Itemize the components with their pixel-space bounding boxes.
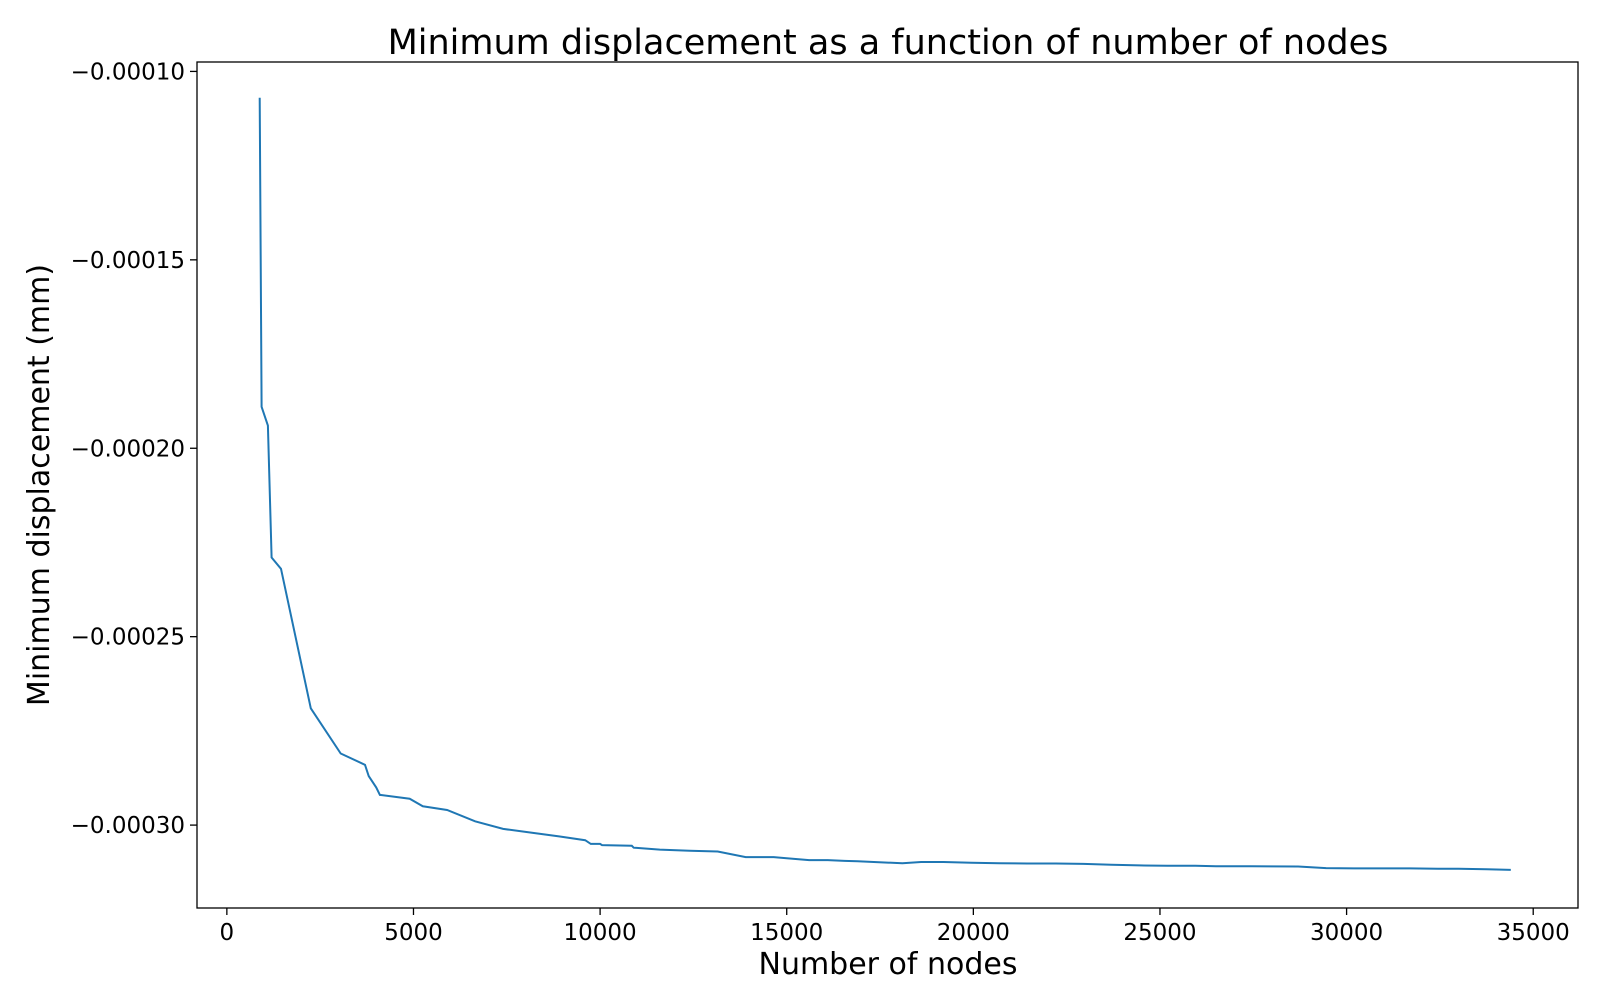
x-tick-label: 5000 (384, 920, 443, 946)
x-axis-label: Number of nodes (759, 947, 1018, 982)
series-line (258, 97, 1511, 871)
x-tick-label: 10000 (564, 920, 637, 946)
x-tick-label: 35000 (1497, 920, 1570, 946)
x-tick-label: 0 (220, 920, 235, 946)
y-tick-label: −0.00030 (71, 813, 185, 839)
y-tick-label: −0.00020 (71, 436, 185, 462)
y-tick-label: −0.00015 (71, 248, 185, 274)
x-tick-label: 30000 (1310, 920, 1383, 946)
x-axis-ticks: 0 5000 10000 15000 20000 25000 30000 35000 (220, 908, 1570, 946)
x-tick-label: 15000 (750, 920, 823, 946)
x-tick-label: 20000 (937, 920, 1010, 946)
plot-area-frame (196, 61, 1579, 909)
y-axis-label: Minimum displacement (mm) (22, 264, 57, 706)
x-tick-label: 25000 (1123, 920, 1196, 946)
y-tick-label: −0.00025 (71, 625, 185, 651)
y-axis-ticks: −0.00010 −0.00015 −0.00020 −0.00025 −0.00030 (71, 59, 197, 839)
chart-title: Minimum displacement as a function of nu… (388, 23, 1389, 63)
y-tick-label: −0.00010 (71, 59, 185, 85)
